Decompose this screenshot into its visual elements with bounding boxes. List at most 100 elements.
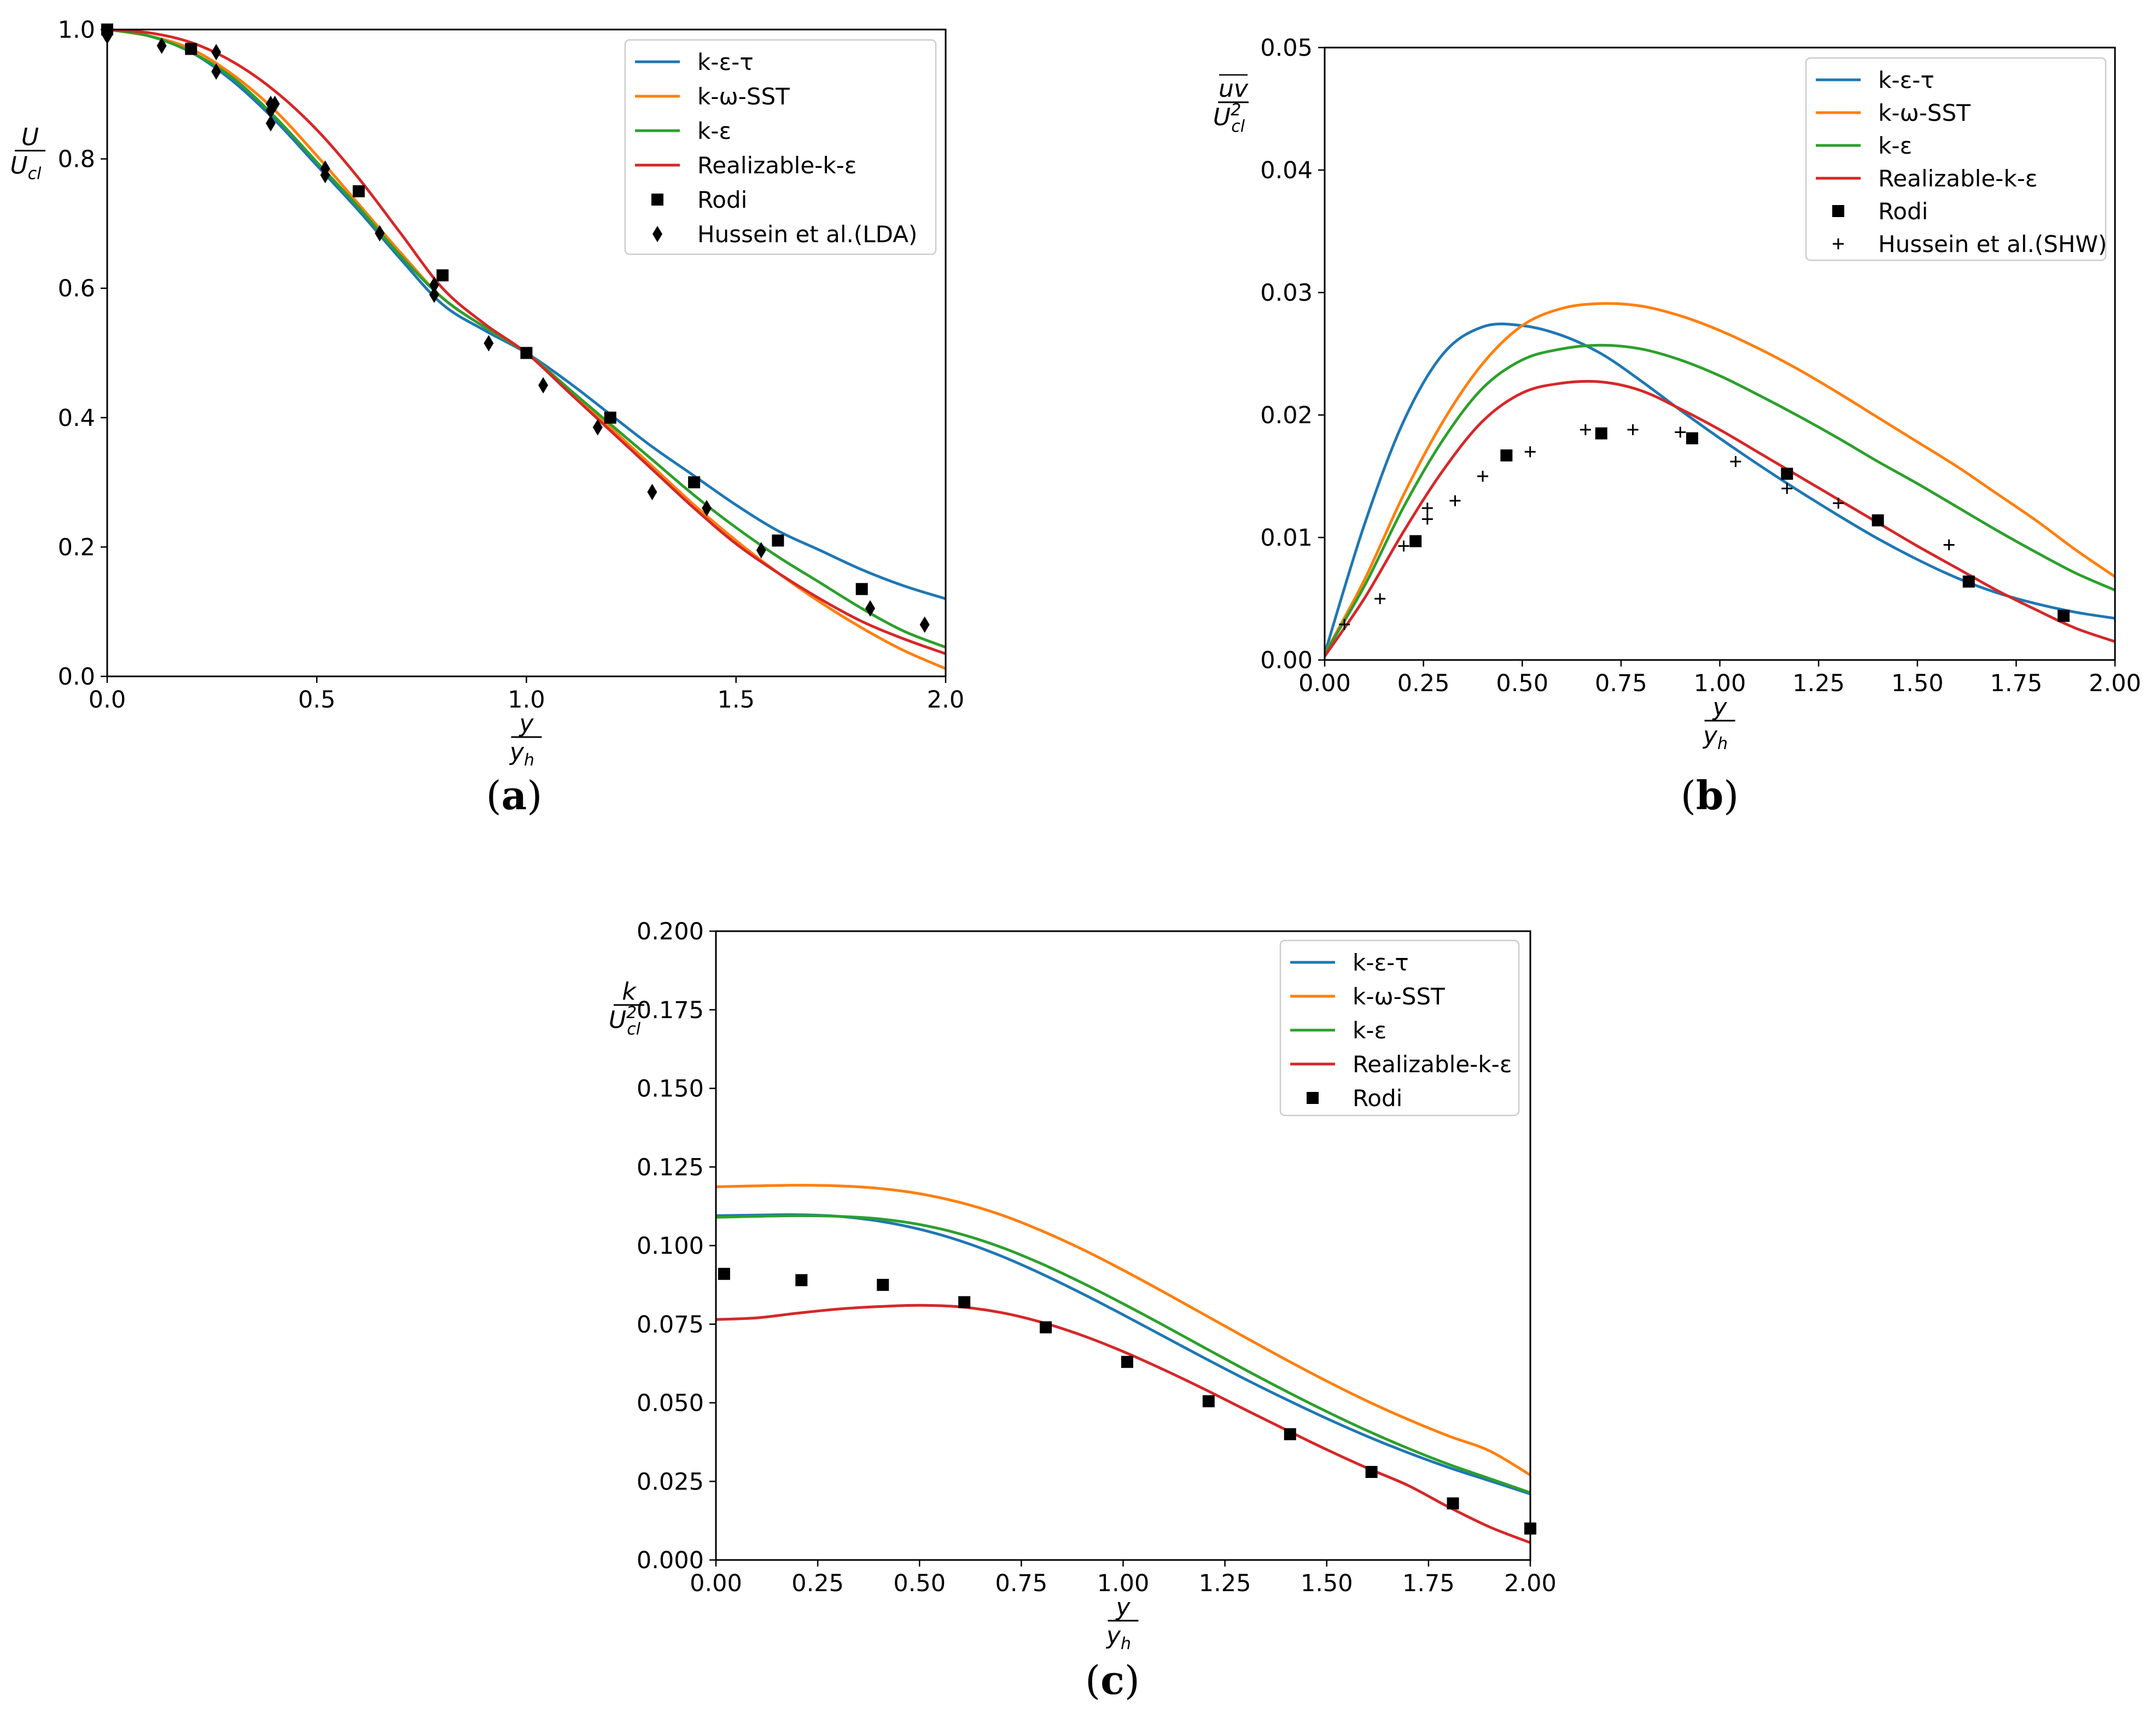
chart-a-markers-1 <box>102 27 930 633</box>
chart-c-x-tick-label: 1.00 <box>1097 1570 1150 1597</box>
chart-b-marker-point <box>1409 535 1422 547</box>
chart-c-caption-letter: c <box>1100 1657 1124 1703</box>
chart-b-legend-label: Rodi <box>1878 198 1928 225</box>
chart-a-marker-point <box>538 377 549 394</box>
chart-b-x-tick-label: 1.75 <box>1990 670 2043 697</box>
chart-a-marker-point <box>185 43 197 55</box>
chart-b-marker-point <box>1833 498 1844 509</box>
chart-c-legend-label: Rodi <box>1353 1085 1402 1112</box>
chart-a-caption: (a) <box>486 772 543 819</box>
chart-b-legend-marker <box>1833 238 1844 249</box>
chart-b-marker-point <box>1781 468 1793 480</box>
chart-c-legend-label: k-ω-SST <box>1353 983 1445 1010</box>
chart-b-y-tick-label: 0.04 <box>1260 157 1313 184</box>
chart-a-marker-point <box>211 63 222 80</box>
chart-a-ylabel-numerator: U <box>21 124 39 151</box>
chart-a-marker-point <box>270 96 280 113</box>
chart-a-legend-label: k-ε-τ <box>697 49 754 75</box>
chart-a-legend-marker <box>651 194 663 206</box>
chart-a-marker-point <box>604 411 616 424</box>
chart-c-x-tick-label: 0.75 <box>995 1570 1048 1597</box>
chart-a-marker-point <box>156 37 167 54</box>
chart-c-y-tick-label: 0.100 <box>637 1232 704 1260</box>
chart-c-y-tick-label: 0.050 <box>637 1390 704 1417</box>
chart-c-series-line-3 <box>716 1304 1530 1544</box>
chart-a-caption-letter: a <box>502 772 527 819</box>
chart-b-marker-point <box>1730 456 1741 468</box>
chart-c-x-tick-label: 0.25 <box>791 1570 844 1597</box>
chart-a-x-tick-label: 0.0 <box>89 686 126 714</box>
chart-c-xlabel-numerator: y <box>1115 1593 1131 1621</box>
chart-b-marker-point <box>1675 426 1686 438</box>
chart-b-xlabel-numerator: y <box>1711 693 1727 721</box>
chart-c-marker-point <box>877 1278 889 1291</box>
chart-a-marker-point <box>429 277 439 294</box>
chart-a-marker-point <box>265 115 276 132</box>
chart-b-marker-point <box>1500 449 1513 461</box>
chart-c-marker-point <box>1365 1466 1378 1478</box>
chart-a-marker-point <box>688 476 701 489</box>
chart-a-legend: k-ε-τ k-ω-SST k-ε Realizable-k-ε Rodi Hussein… <box>624 39 937 255</box>
chart-a-x-tick-label: 1.5 <box>718 686 755 714</box>
chart-b-x-tick-label: 1.50 <box>1891 670 1944 697</box>
chart-b-legend-marker <box>1832 205 1844 217</box>
chart-b-marker-point <box>1524 446 1536 458</box>
chart-c-ylabel-denominator: U2 cl <box>609 1003 641 1039</box>
chart-c-x-tick-label: 1.25 <box>1199 1570 1251 1597</box>
chart-b-legend-label: k-ω-SST <box>1878 100 1971 126</box>
chart-a-marker-point <box>520 347 533 359</box>
chart-c-series-line-2 <box>716 1214 1530 1494</box>
chart-b-x-tick-label: 0.50 <box>1496 670 1548 697</box>
chart-a-y-tick-label: 0.8 <box>58 146 95 173</box>
chart-a-legend-label: Realizable-k-ε <box>697 152 857 179</box>
chart-b-y-tick-label: 0.05 <box>1260 34 1313 62</box>
chart-a-xlabel-denominator: yh <box>509 738 534 770</box>
chart-b-legend-label: k-ε <box>1878 132 1912 159</box>
chart-b-series-line-2 <box>1325 343 2115 655</box>
chart-b-marker-point <box>1421 502 1433 514</box>
chart-c-marker-point <box>1447 1497 1459 1510</box>
chart-b-marker-point <box>1943 539 1955 551</box>
chart-b-marker-point <box>2058 610 2070 622</box>
chart-c-caption: (c) <box>1085 1657 1140 1703</box>
chart-b-marker-point <box>1449 495 1461 506</box>
chart-b-marker-point <box>1374 593 1386 604</box>
chart-c-marker-point <box>1284 1428 1296 1440</box>
chart-c-y-tick-label: 0.125 <box>637 1154 704 1181</box>
chart-c-ylabel-numerator: k <box>622 978 637 1006</box>
chart-b-legend-box <box>1805 57 2107 261</box>
chart-a-y-tick-label: 0.4 <box>58 405 95 432</box>
chart-a-markers-0 <box>101 24 868 595</box>
chart-c-marker-point <box>718 1267 730 1280</box>
chart-c-markers-0 <box>718 1267 1536 1535</box>
chart-c-marker-point <box>1040 1321 1052 1334</box>
chart-b-x-tick-label: 2.00 <box>2089 670 2141 697</box>
chart-a-legend-label: k-ε <box>697 118 731 144</box>
chart-a-ylabel-denominator: Ucl <box>10 152 42 184</box>
chart-c-y-tick-label: 0.150 <box>637 1076 704 1103</box>
chart-a-y-tick-label: 1.0 <box>58 16 95 44</box>
chart-a-marker-point <box>211 44 222 61</box>
chart-a-marker-point <box>436 269 449 282</box>
chart-a-y-tick-label: 0.0 <box>58 663 95 691</box>
chart-b-series-line-1 <box>1325 302 2115 655</box>
chart-a-marker-point <box>865 600 876 617</box>
chart-b-marker-point <box>1580 424 1591 435</box>
chart-c-y-tick-label: 0.175 <box>637 997 704 1024</box>
chart-b-marker-point <box>1477 471 1488 482</box>
chart-c-y-tick-label: 0.025 <box>637 1468 704 1495</box>
chart-a-legend-label: Hussein et al.(LDA) <box>697 221 917 248</box>
chart-a-x-tick-label: 0.5 <box>298 686 335 714</box>
chart-c-y-tick-label: 0.000 <box>637 1547 704 1574</box>
chart-b-marker-point <box>1421 513 1433 525</box>
chart-c-series-line-1 <box>716 1184 1530 1476</box>
chart-a-marker-point <box>483 335 494 352</box>
chart-c-marker-point <box>1121 1355 1133 1368</box>
chart-b-legend: k-ε-τ k-ω-SST k-ε Realizable-k-ε Rodi Hussein… <box>1805 57 2107 261</box>
chart-a-y-tick-label: 0.2 <box>58 534 95 561</box>
chart-b-x-tick-label: 0.25 <box>1397 670 1450 697</box>
chart-a-legend-label: k-ω-SST <box>697 83 790 110</box>
chart-c: 0.00 0.25 0.50 0.75 1.00 1.25 1.50 1.75 2.00 0.00… <box>609 918 1557 1703</box>
chart-a-marker-point <box>320 167 330 184</box>
